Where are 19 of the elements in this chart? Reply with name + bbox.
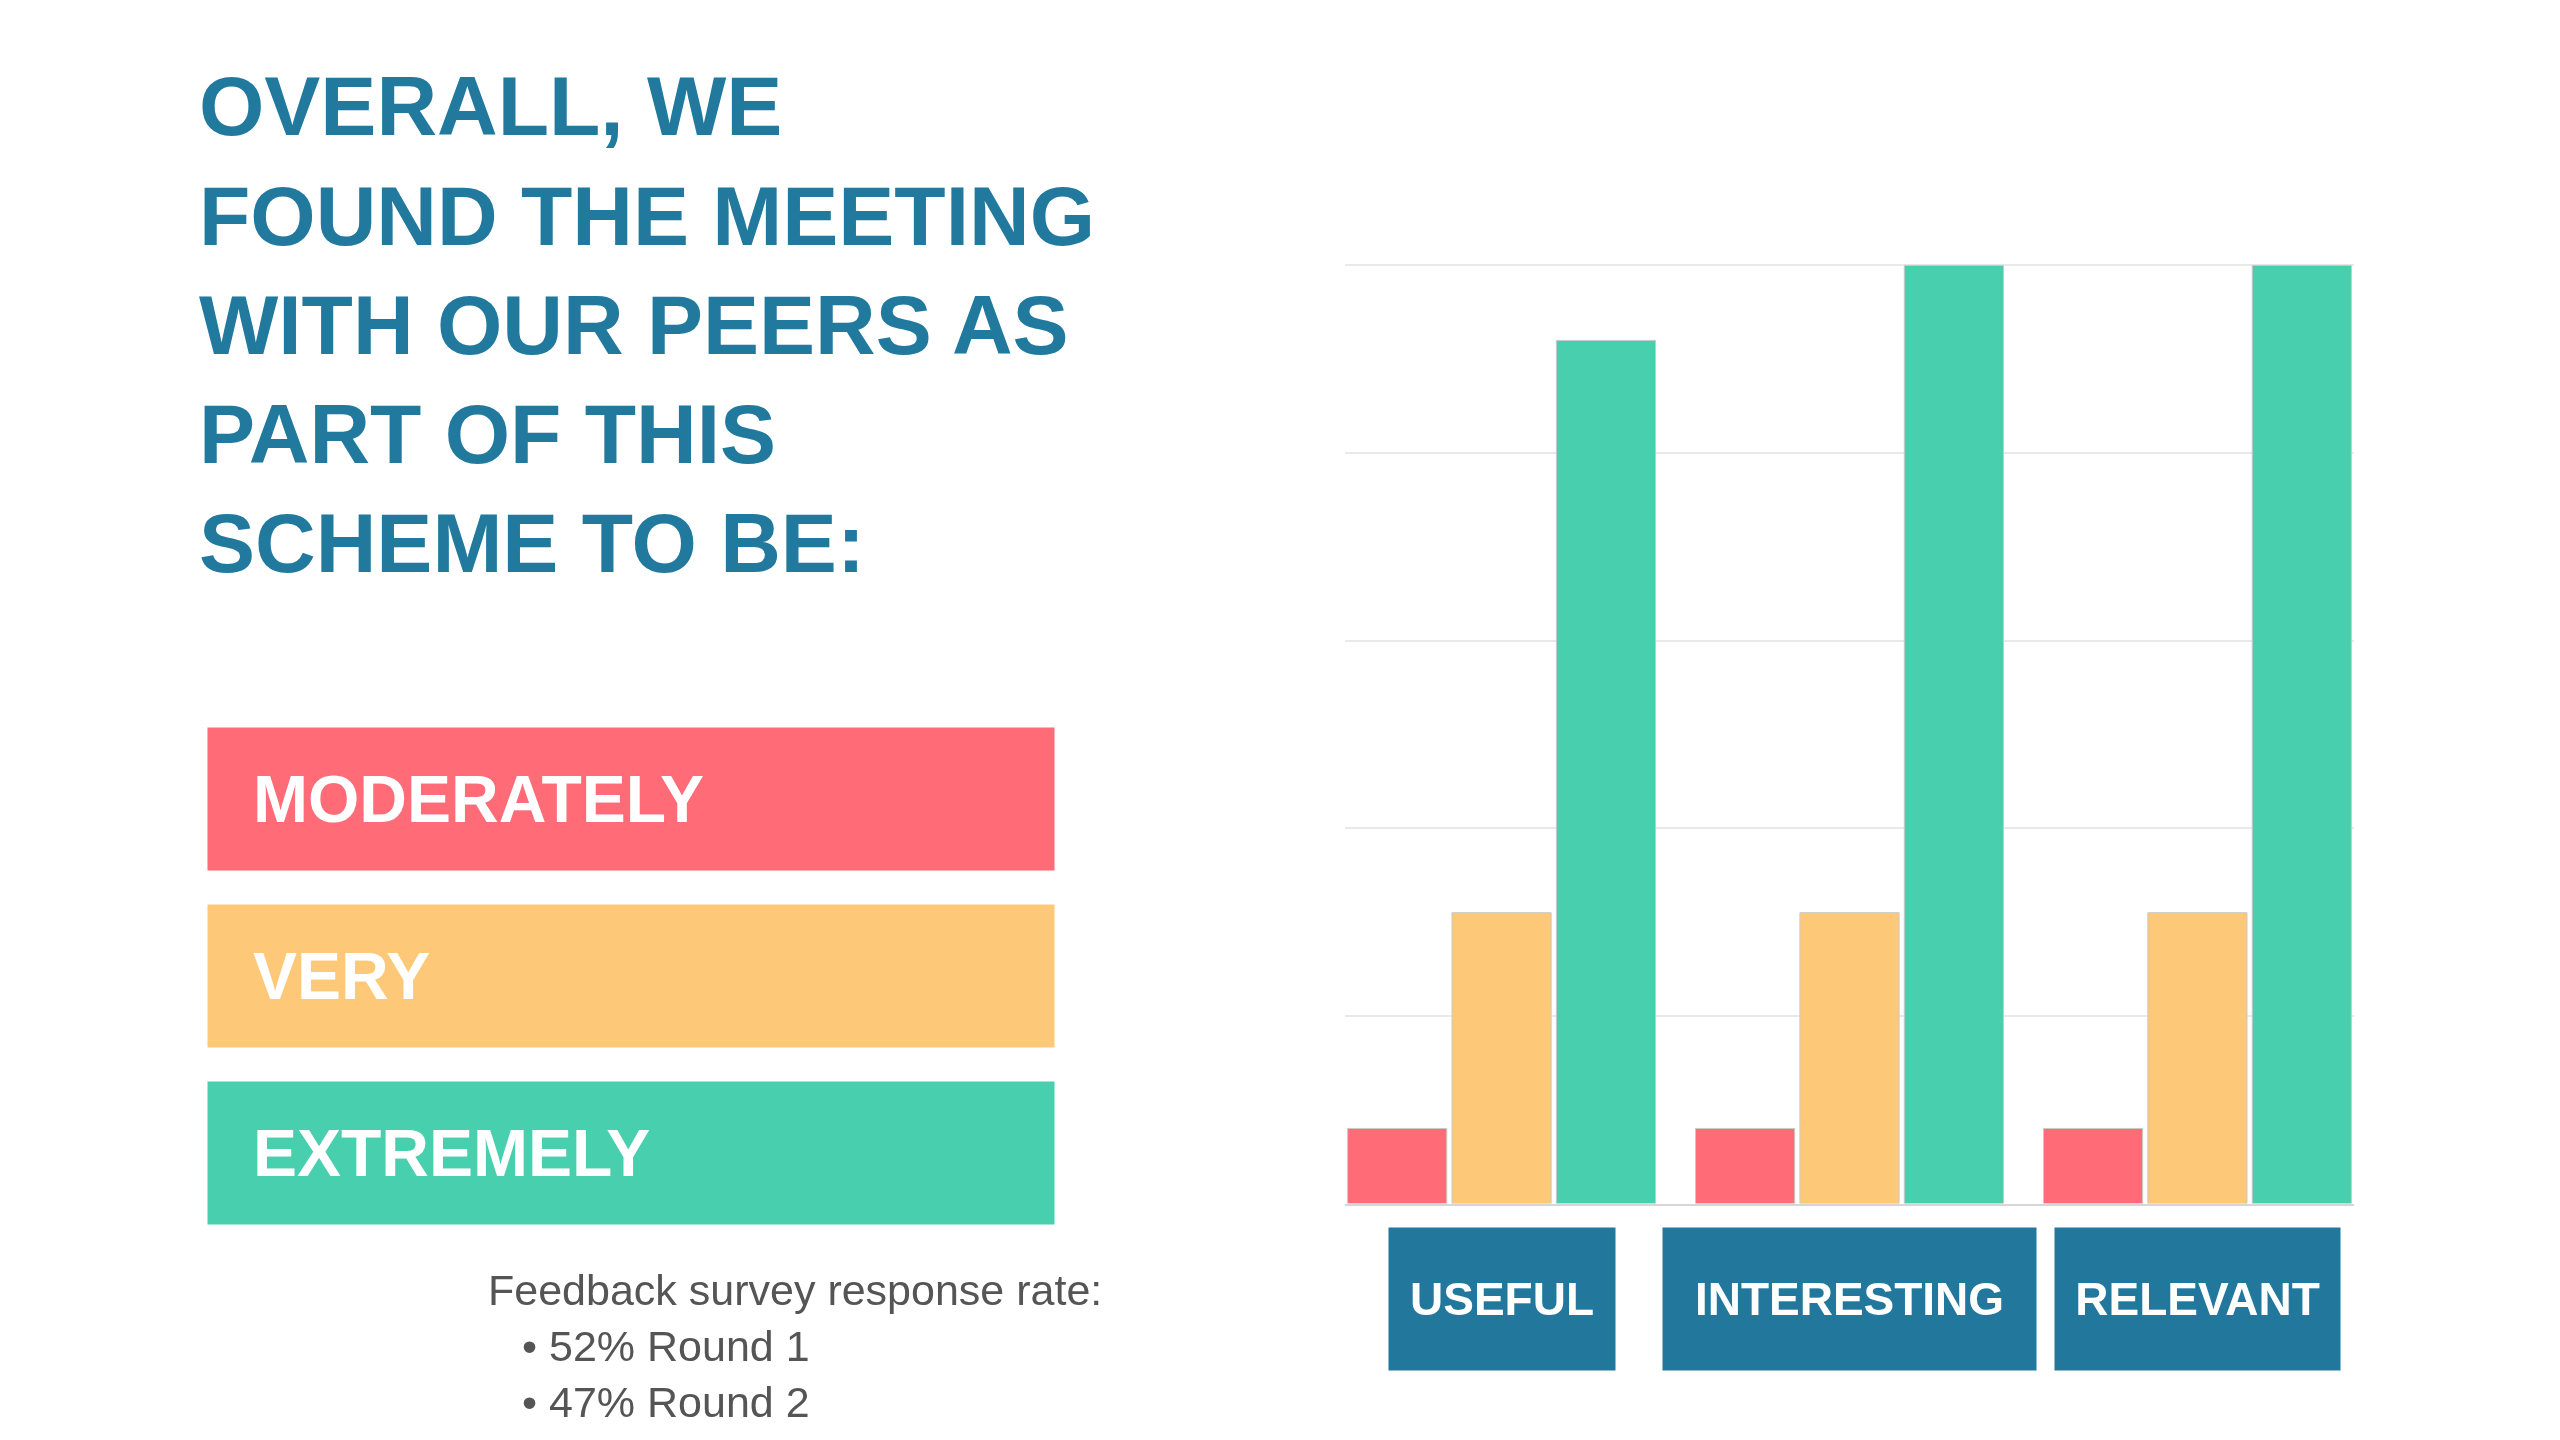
x-tick-label: RELEVANT <box>2075 1273 2320 1325</box>
bar <box>1903 264 2004 1204</box>
text: Feedback survey response rate: <box>488 1266 1103 1314</box>
bar <box>1347 1127 1448 1204</box>
bar <box>1695 1127 1796 1204</box>
bar <box>1555 339 1657 1204</box>
text: VERY <box>253 939 431 1013</box>
bar <box>2251 264 2352 1204</box>
bar <box>1799 912 1900 1204</box>
x-tick-label: USEFUL <box>1410 1273 1594 1325</box>
text: MODERATELY <box>253 762 705 836</box>
text: • 47% Round 2 <box>522 1378 810 1426</box>
x-tick-label: INTERESTING <box>1694 1273 2005 1325</box>
bar <box>2042 1127 2144 1204</box>
text: • 52% Round 1 <box>522 1322 810 1370</box>
bar <box>1451 912 1552 1204</box>
bar <box>2147 912 2248 1204</box>
text: OVERALL, WE FOUND THE MEETING WITH OUR PEERS AS PART OF THIS SCHEME TO BE: <box>199 59 1095 591</box>
text: EXTREMELY <box>253 1116 651 1190</box>
